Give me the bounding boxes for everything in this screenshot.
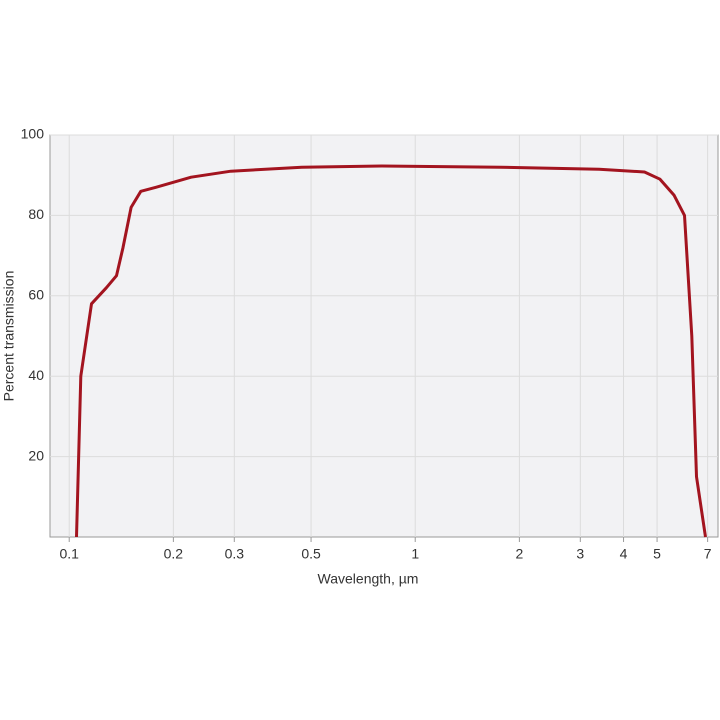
line-series (75, 164, 707, 538)
x-tick-label: 0.2 (164, 546, 184, 562)
y-tick-label: 60 (28, 287, 44, 303)
y-tick-label: 40 (28, 367, 44, 383)
x-axis-title: Wavelength, µm (318, 571, 419, 587)
x-tick-label: 3 (576, 546, 584, 562)
x-tick-label: 5 (653, 546, 661, 562)
x-tick-label: 7 (704, 546, 712, 562)
y-tick-label: 80 (28, 206, 44, 222)
x-tick-label: 4 (620, 546, 628, 562)
x-tick-label: 0.1 (59, 546, 79, 562)
x-tick-label: 2 (515, 546, 523, 562)
x-tick-label: 0.3 (225, 546, 245, 562)
x-tick-label: 0.5 (301, 546, 321, 562)
y-tick-label: 20 (28, 447, 44, 463)
plot-area (49, 134, 719, 538)
y-axis-title: Percent transmission (1, 271, 17, 402)
y-tick-label: 100 (21, 126, 45, 142)
x-tick-label: 1 (411, 546, 419, 562)
